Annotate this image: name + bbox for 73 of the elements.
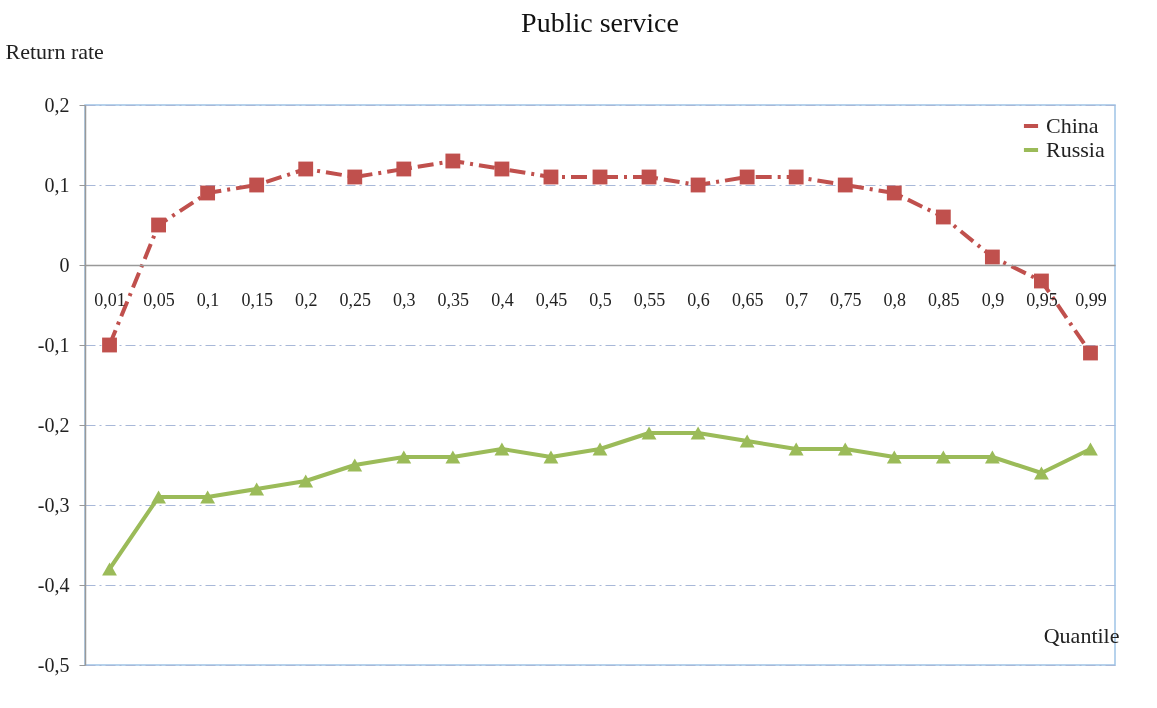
point [788,442,804,456]
y-axis-title: Return rate [5,38,104,64]
point [1034,466,1049,480]
x-tick-label: 0,65 [731,289,764,310]
point [151,490,166,504]
x-axis-title: Quantile [1043,622,1120,648]
point [837,442,853,456]
y-tick-label: -0,3 [37,493,70,516]
x-tick-label: 0,9 [981,289,1005,310]
x-tick-label: 0,4 [491,289,514,310]
x-tick-label: 0,01 [94,289,126,310]
point [298,161,314,177]
x-tick-label: 0,1 [196,289,220,310]
legend-label: Russia [1046,137,1105,162]
point [543,450,559,464]
y-tick-label: -0,4 [37,573,70,596]
y-tick-label: -0,2 [37,413,70,436]
point [886,450,902,464]
point [298,474,314,488]
point [690,426,706,440]
x-tick-label: 0,75 [829,289,862,310]
point [592,442,608,456]
x-tick-label: 0,55 [633,289,666,310]
x-tick-label: 0,7 [785,289,808,310]
x-tick-label: 0,95 [1026,289,1058,310]
legend-label: China [1046,113,1099,138]
x-tick-label: 0,85 [928,289,960,310]
point [788,169,804,185]
point [641,426,657,440]
point [1034,273,1049,289]
point [739,169,755,185]
y-tick-label: 0 [59,253,70,276]
x-tick-label: 0,05 [143,289,175,310]
point [102,562,117,576]
x-tick-label: 0,8 [883,289,907,310]
point [494,442,510,456]
point [984,249,1000,265]
y-tick-label: -0,5 [37,653,70,676]
point [151,217,166,233]
point [984,450,1000,464]
point [935,450,951,464]
y-tick-label: -0,1 [37,333,70,356]
x-tick-label: 0,15 [241,289,273,310]
x-tick-label: 0,3 [393,289,416,310]
y-tick-label: 0,1 [44,173,70,196]
x-tick-label: 0,25 [339,289,372,310]
point [1083,345,1098,361]
point [494,161,510,177]
x-tick-label: 0,35 [437,289,470,310]
point [1083,442,1098,456]
x-tick-label: 0,5 [589,289,612,310]
point [200,490,216,504]
point [347,169,363,185]
point [347,458,363,472]
x-tick-label: 0,99 [1075,289,1107,310]
x-tick-label: 0,2 [294,289,318,310]
point [102,337,117,353]
point [396,161,412,177]
x-tick-label: 0,45 [535,289,568,310]
point [837,177,853,193]
x-tick-label: 0,6 [687,289,710,310]
point [249,177,265,193]
point [200,185,216,201]
point [739,434,755,448]
point [690,177,706,193]
point [445,450,461,464]
y-tick-label: 0,2 [44,93,70,116]
point [396,450,412,464]
point [886,185,902,201]
chart-title: Public service [521,7,679,38]
point [935,209,951,225]
point [445,153,461,169]
point [249,482,265,496]
